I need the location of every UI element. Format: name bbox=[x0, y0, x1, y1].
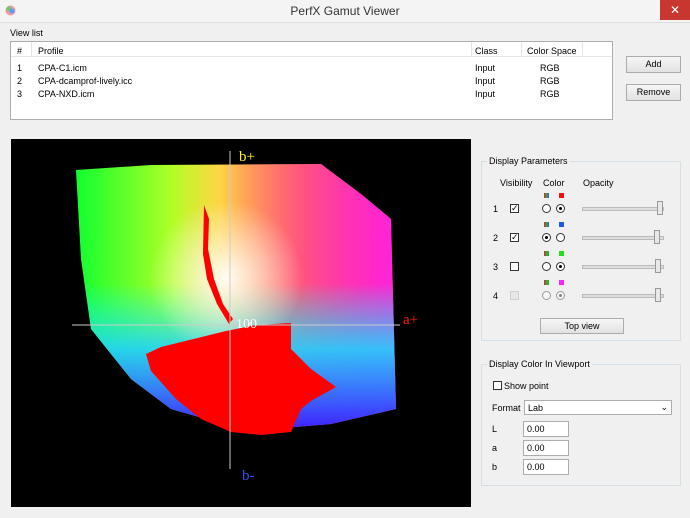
color-swatch bbox=[544, 251, 549, 256]
color-swatch bbox=[544, 280, 549, 285]
visibility-checkbox bbox=[510, 291, 519, 300]
field-input[interactable]: 0.00 bbox=[523, 421, 569, 437]
window-title: PerfX Gamut Viewer bbox=[290, 4, 400, 18]
table-row[interactable]: 2 CPA-dcamprof-lively.icc Input RGB bbox=[11, 75, 612, 88]
table-cell: RGB bbox=[540, 76, 560, 86]
remove-button[interactable]: Remove bbox=[626, 84, 681, 101]
row-number: 2 bbox=[493, 233, 499, 243]
opacity-slider-track bbox=[582, 207, 664, 211]
field-label: L bbox=[492, 424, 498, 434]
opacity-slider-thumb[interactable] bbox=[654, 230, 660, 244]
table-cell: Input bbox=[475, 76, 496, 86]
color-radio bbox=[542, 291, 551, 300]
profile-table: # Profile Class Color Space 1 CPA-C1.icm I… bbox=[10, 41, 613, 120]
table-row[interactable]: 3 CPA-NXD.icm Input RGB bbox=[11, 88, 612, 101]
color-swatch bbox=[559, 222, 564, 227]
opacity-slider-track bbox=[582, 236, 664, 240]
color-radio[interactable] bbox=[556, 262, 565, 271]
opacity-slider-thumb[interactable] bbox=[655, 259, 661, 273]
table-cell: Input bbox=[475, 63, 496, 73]
format-label: Format bbox=[492, 403, 521, 413]
column-header: Opacity bbox=[583, 178, 614, 188]
opacity-slider-thumb bbox=[655, 288, 661, 302]
axis-label: b+ bbox=[239, 149, 255, 165]
color-swatch bbox=[559, 193, 564, 198]
table-cell: CPA-dcamprof-lively.icc bbox=[38, 76, 133, 86]
visibility-checkbox[interactable]: ✓ bbox=[510, 203, 519, 213]
field-label: b bbox=[492, 462, 498, 472]
table-cell: RGB bbox=[540, 89, 560, 99]
field-input[interactable]: 0.00 bbox=[523, 440, 569, 456]
table-cell: CPA-C1.icm bbox=[38, 63, 87, 73]
gamut-viewport[interactable]: b+ a+ b- 100 bbox=[11, 139, 471, 507]
table-row[interactable]: 1 CPA-C1.icm Input RGB bbox=[11, 62, 612, 75]
profile-gamut bbox=[146, 205, 336, 435]
top-view-button[interactable]: Top view bbox=[540, 318, 624, 334]
color-radio[interactable] bbox=[542, 262, 551, 271]
color-swatch bbox=[544, 193, 549, 198]
display-color-group: Display Color In Viewport Show point For… bbox=[481, 359, 681, 486]
group-title: Display Color In Viewport bbox=[487, 359, 592, 369]
row-number: 1 bbox=[493, 204, 499, 214]
table-cell: 3 bbox=[17, 89, 23, 99]
table-cell: 2 bbox=[17, 76, 23, 86]
column-header[interactable]: Color Space bbox=[527, 46, 577, 56]
column-header[interactable]: Class bbox=[475, 46, 498, 56]
opacity-slider-thumb[interactable] bbox=[657, 201, 663, 215]
table-cell: Input bbox=[475, 89, 496, 99]
color-swatch bbox=[544, 222, 549, 227]
show-point-checkbox[interactable] bbox=[493, 381, 502, 390]
format-value: Lab bbox=[528, 403, 544, 413]
table-cell: RGB bbox=[540, 63, 560, 73]
opacity-slider-track bbox=[582, 294, 664, 298]
column-header[interactable]: # bbox=[17, 46, 23, 56]
table-cell: 1 bbox=[17, 63, 23, 73]
column-header[interactable]: Profile bbox=[38, 46, 64, 56]
column-header: Color bbox=[543, 178, 565, 188]
view-list-label: View list bbox=[10, 28, 43, 38]
axis-label: b- bbox=[242, 468, 255, 484]
color-swatch bbox=[559, 251, 564, 256]
color-swatch bbox=[559, 280, 564, 285]
app-icon bbox=[5, 5, 16, 16]
row-number: 3 bbox=[493, 262, 499, 272]
column-header: Visibility bbox=[500, 178, 533, 188]
table-cell: CPA-NXD.icm bbox=[38, 89, 95, 99]
format-select[interactable]: Lab ⌄ bbox=[524, 400, 672, 415]
color-radio[interactable] bbox=[542, 204, 551, 213]
axis-label: a+ bbox=[403, 312, 418, 328]
display-parameters-group: Display Parameters Visibility Color Opac… bbox=[481, 156, 681, 341]
color-radio[interactable] bbox=[556, 204, 565, 213]
color-radio[interactable] bbox=[542, 233, 551, 242]
close-button[interactable]: ✕ bbox=[660, 0, 690, 20]
field-value: 0.00 bbox=[527, 462, 545, 472]
opacity-slider-track bbox=[582, 265, 664, 269]
visibility-checkbox[interactable] bbox=[510, 262, 519, 271]
show-point-label: Show point bbox=[504, 381, 549, 391]
color-radio bbox=[556, 291, 565, 300]
scale-label: 100 bbox=[236, 317, 257, 332]
color-radio[interactable] bbox=[556, 233, 565, 242]
visibility-checkbox[interactable]: ✓ bbox=[510, 232, 519, 242]
title-bar bbox=[0, 0, 690, 23]
field-label: a bbox=[492, 443, 498, 453]
dropdown-arrow: ⌄ bbox=[660, 402, 668, 412]
field-value: 0.00 bbox=[527, 443, 545, 453]
field-input[interactable]: 0.00 bbox=[523, 459, 569, 475]
row-number: 4 bbox=[493, 291, 499, 301]
field-value: 0.00 bbox=[527, 424, 545, 434]
add-button[interactable]: Add bbox=[626, 56, 681, 73]
group-title: Display Parameters bbox=[487, 156, 570, 166]
